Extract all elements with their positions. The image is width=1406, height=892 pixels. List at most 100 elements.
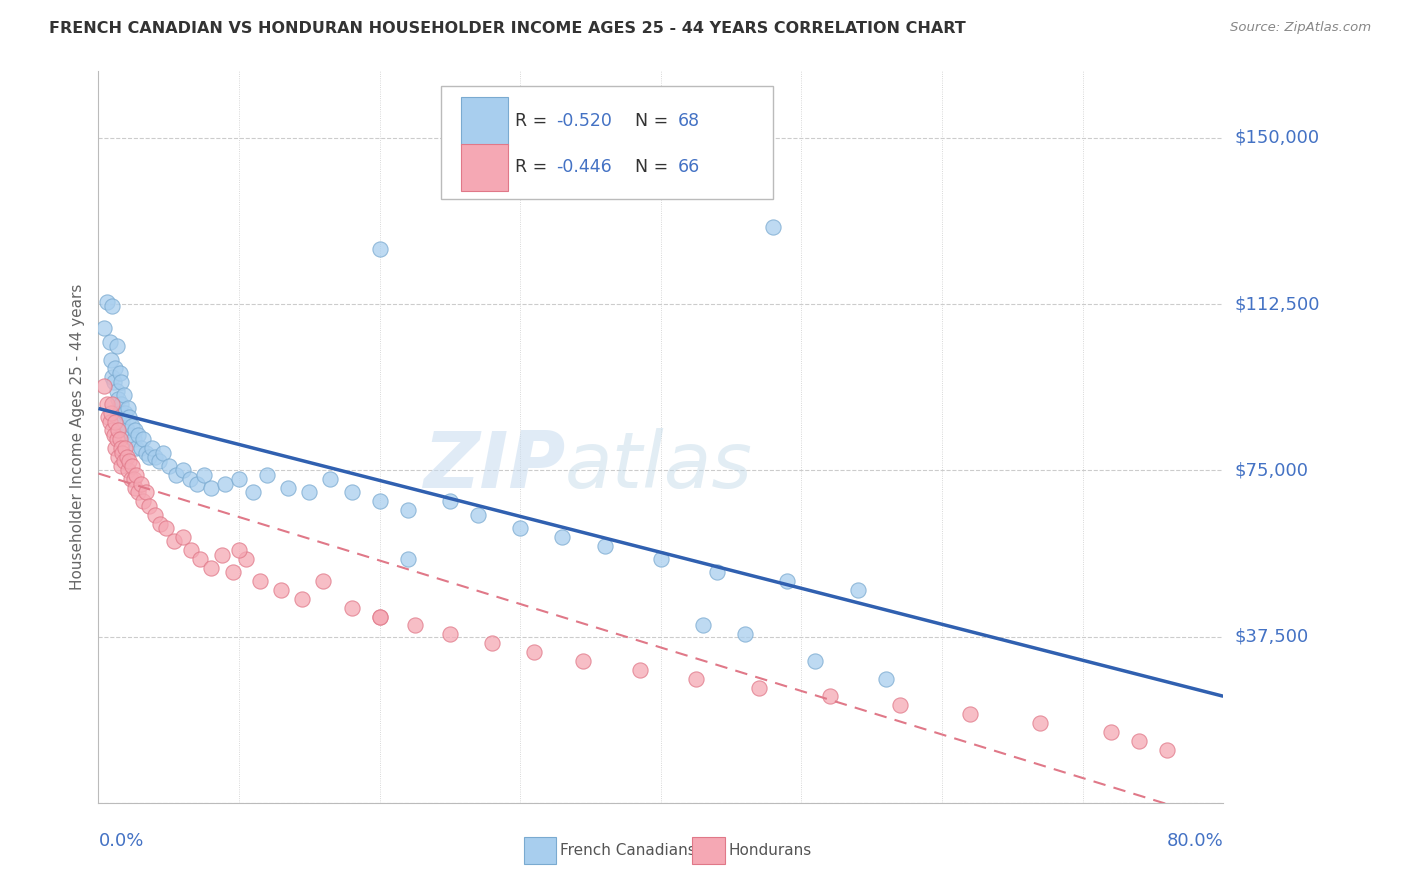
Point [103, 375, 125, 389]
Point [129, 476, 152, 491]
Point [312, 574, 335, 589]
Point [249, 574, 271, 589]
FancyBboxPatch shape [441, 86, 773, 200]
Point [107, 392, 129, 407]
Point [115, 424, 138, 438]
Point [1099, 724, 1122, 739]
Point [776, 574, 799, 589]
Point [101, 299, 124, 313]
Point [593, 539, 616, 553]
Point [211, 548, 233, 562]
Point [340, 485, 363, 500]
Point [319, 472, 342, 486]
Point [481, 636, 503, 650]
Text: Hondurans: Hondurans [728, 843, 811, 858]
Point [762, 219, 785, 234]
Point [368, 609, 391, 624]
Point [112, 388, 135, 402]
Point [748, 681, 770, 695]
Text: Source: ZipAtlas.com: Source: ZipAtlas.com [1230, 21, 1371, 34]
Point [228, 543, 250, 558]
Text: -0.446: -0.446 [557, 159, 612, 177]
Point [124, 424, 146, 438]
Point [193, 467, 215, 482]
Point [572, 654, 595, 668]
Point [1128, 733, 1150, 747]
Text: $150,000: $150,000 [1234, 128, 1319, 147]
Point [93, 379, 115, 393]
Text: N =: N = [624, 159, 673, 177]
Point [875, 672, 897, 686]
Point [157, 458, 180, 473]
Point [270, 582, 292, 597]
Text: 0.0%: 0.0% [98, 832, 143, 850]
Point [93, 321, 115, 335]
Point [129, 441, 152, 455]
Point [138, 499, 160, 513]
Text: 80.0%: 80.0% [1167, 832, 1223, 850]
Point [114, 441, 136, 455]
Point [818, 690, 841, 704]
Text: N =: N = [624, 112, 673, 130]
Point [135, 485, 157, 500]
Point [404, 618, 426, 632]
Text: atlas: atlas [565, 428, 754, 504]
Point [135, 445, 157, 459]
Point [172, 463, 194, 477]
Point [115, 450, 138, 464]
Point [523, 645, 546, 659]
FancyBboxPatch shape [461, 97, 508, 145]
Point [104, 441, 127, 455]
Point [138, 450, 160, 464]
Point [101, 397, 124, 411]
Point [112, 454, 135, 468]
Point [108, 366, 131, 380]
Text: $37,500: $37,500 [1234, 628, 1309, 646]
Point [163, 534, 186, 549]
Point [692, 618, 714, 632]
Point [105, 384, 128, 398]
Text: FRENCH CANADIAN VS HONDURAN HOUSEHOLDER INCOME AGES 25 - 44 YEARS CORRELATION CH: FRENCH CANADIAN VS HONDURAN HOUSEHOLDER … [49, 21, 966, 36]
Point [179, 472, 201, 486]
FancyBboxPatch shape [692, 838, 725, 863]
Point [172, 530, 194, 544]
Point [889, 698, 911, 713]
Point [180, 543, 202, 558]
Point [108, 432, 131, 446]
Point [155, 521, 177, 535]
Point [101, 370, 124, 384]
Point [101, 424, 124, 438]
Point [200, 481, 222, 495]
Point [165, 467, 187, 482]
Point [121, 419, 143, 434]
Point [110, 397, 132, 411]
Text: 66: 66 [678, 159, 700, 177]
Point [121, 458, 143, 473]
Point [650, 552, 672, 566]
Point [141, 441, 163, 455]
Point [222, 566, 245, 580]
Point [125, 441, 148, 455]
Point [149, 516, 172, 531]
Y-axis label: Householder Income Ages 25 - 44 years: Householder Income Ages 25 - 44 years [69, 284, 84, 591]
Text: French Canadians: French Canadians [560, 843, 696, 858]
Point [114, 406, 136, 420]
Point [256, 467, 278, 482]
Point [200, 561, 222, 575]
Point [110, 375, 132, 389]
Point [104, 415, 127, 429]
Point [368, 609, 391, 624]
Text: $112,500: $112,500 [1234, 295, 1320, 313]
Point [100, 406, 122, 420]
Point [439, 494, 461, 508]
Point [124, 481, 146, 495]
Point [125, 467, 148, 482]
Point [551, 530, 574, 544]
Point [120, 472, 142, 486]
Point [132, 494, 155, 508]
Point [188, 552, 211, 566]
Point [1156, 742, 1178, 756]
Text: ZIP: ZIP [423, 428, 565, 504]
Point [105, 339, 128, 353]
Point [298, 485, 321, 500]
